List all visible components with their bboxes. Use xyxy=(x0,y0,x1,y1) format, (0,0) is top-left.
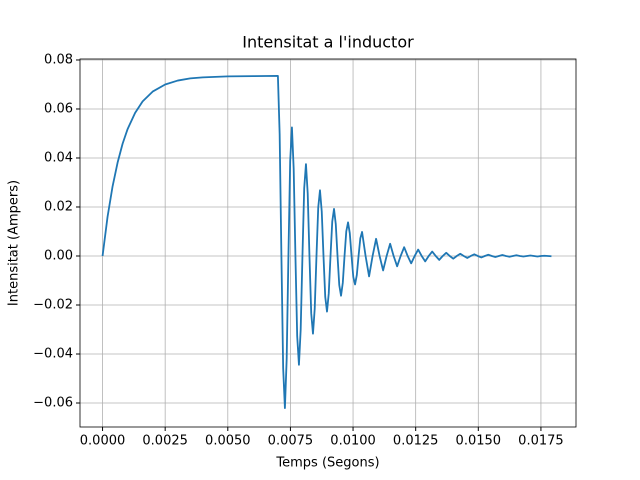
x-tick-label: 0.0025 xyxy=(142,434,188,449)
x-tick-label: 0.0075 xyxy=(268,434,314,449)
y-tick-label: −0.02 xyxy=(33,297,73,312)
x-tick-label: 0.0125 xyxy=(393,434,439,449)
x-tick-label: 0.0000 xyxy=(80,434,126,449)
x-tick-label: 0.0100 xyxy=(330,434,376,449)
x-tick-label: 0.0150 xyxy=(456,434,502,449)
y-tick-label: 0.08 xyxy=(44,52,73,67)
y-tick-label: 0.02 xyxy=(44,199,73,214)
x-tick-label: 0.0175 xyxy=(518,434,564,449)
y-tick-label: 0.04 xyxy=(44,150,73,165)
y-tick-label: −0.06 xyxy=(33,395,73,410)
y-tick-label: 0.00 xyxy=(44,248,73,263)
data-line xyxy=(101,75,552,410)
y-tick-label: 0.06 xyxy=(44,101,73,116)
chart-title: Intensitat a l'inductor xyxy=(242,33,414,52)
plot-frame xyxy=(79,58,577,428)
y-axis-label: Intensitat (Ampers) xyxy=(7,180,22,306)
y-tick-label: −0.04 xyxy=(33,346,73,361)
x-axis-label: Temps (Segons) xyxy=(275,456,379,471)
x-tick-label: 0.0050 xyxy=(205,434,251,449)
